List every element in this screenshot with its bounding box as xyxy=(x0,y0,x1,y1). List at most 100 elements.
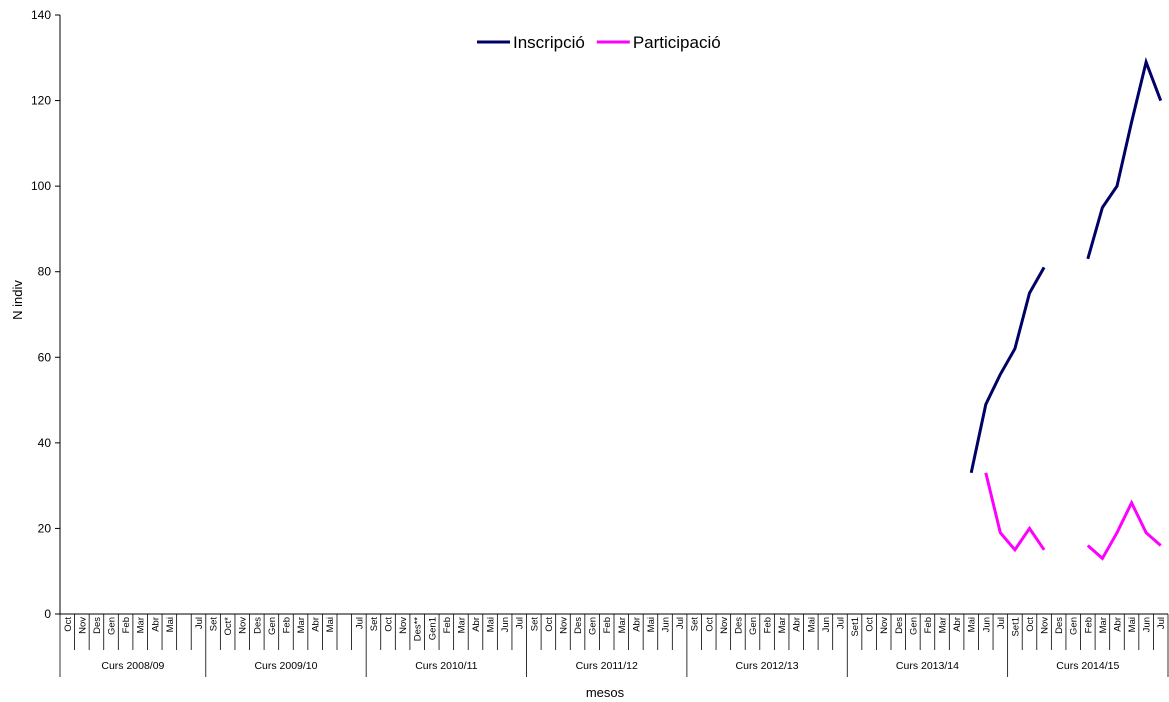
x-tick-label: Oct xyxy=(1025,617,1036,632)
x-tick-label: Feb xyxy=(442,617,453,633)
x-tick-label: Jun xyxy=(981,617,992,632)
x-tick-label: Mar xyxy=(777,617,788,633)
x-tick-label: Jun xyxy=(1142,617,1153,632)
x-tick-label: Nov xyxy=(238,617,249,634)
x-tick-label: Feb xyxy=(923,617,934,633)
x-tick-label: Mar xyxy=(617,617,628,633)
y-tick-label: 40 xyxy=(38,436,52,450)
x-tick-label: Feb xyxy=(602,617,613,633)
x-tick-label: Nov xyxy=(1040,617,1051,634)
x-tick-label: Set xyxy=(690,617,701,632)
group-label: Curs 2008/09 xyxy=(101,660,164,672)
x-axis-label: mesos xyxy=(586,685,625,700)
legend-label: Participació xyxy=(633,33,721,52)
x-tick-label: Mai xyxy=(1127,617,1138,632)
x-tick-label: Mar xyxy=(938,617,949,633)
x-tick-label: Oct xyxy=(384,617,395,632)
x-tick-label: Nov xyxy=(77,617,88,634)
y-axis: 0 20 40 60 80 100 120 140 xyxy=(31,8,61,621)
series-line xyxy=(1086,57,1163,260)
x-tick-label: Nov xyxy=(879,617,890,634)
x-tick-label: Abr xyxy=(792,617,803,632)
x-tick-label: Feb xyxy=(763,617,774,633)
x-tick-label: Mar xyxy=(136,617,147,633)
x-tick-label: Jul xyxy=(996,617,1007,629)
y-axis-label: N indiv xyxy=(10,280,25,320)
x-tick-label: Jul xyxy=(515,617,526,629)
x-tick-label: Set xyxy=(529,617,540,632)
x-tick-label: Abr xyxy=(1112,617,1123,632)
x-tick-label: Abr xyxy=(311,617,322,632)
x-tick-label: Des xyxy=(733,617,744,634)
series-layer xyxy=(969,57,1163,561)
x-tick-label: Jul xyxy=(354,617,365,629)
x-tick-label: Oct xyxy=(63,617,74,632)
x-tick-label: Des xyxy=(894,617,905,634)
x-tick-label: Set1 xyxy=(850,617,861,637)
x-tick-label: Set1 xyxy=(1010,617,1021,637)
x-tick-label: Nov xyxy=(558,617,569,634)
x-tick-label: Feb xyxy=(1083,617,1094,633)
x-tick-label: Gen1 xyxy=(427,617,438,640)
x-tick-label: Abr xyxy=(952,617,963,632)
x-tick-label: Jul xyxy=(1156,617,1167,629)
x-tick-label: Des xyxy=(252,617,263,634)
y-tick-label: 120 xyxy=(31,94,51,108)
x-tick-label: Mai xyxy=(165,617,176,632)
x-tick-label: Mai xyxy=(325,617,336,632)
x-tick-label: Gen xyxy=(267,617,278,635)
series-line xyxy=(969,266,1046,474)
group-label: Curs 2012/13 xyxy=(736,660,799,672)
group-label: Curs 2009/10 xyxy=(254,660,317,672)
x-tick-label: Mai xyxy=(967,617,978,632)
x-tick-label: Jul xyxy=(194,617,205,629)
group-label: Curs 2010/11 xyxy=(415,660,477,672)
x-tick-label: Jul xyxy=(835,617,846,629)
y-tick-label: 20 xyxy=(38,521,52,535)
x-tick-label: Oct xyxy=(865,617,876,632)
x-tick-label: Mai xyxy=(486,617,497,632)
x-tick-label: Jun xyxy=(661,617,672,632)
x-tick-label: Des xyxy=(1054,617,1065,634)
x-tick-label: Feb xyxy=(281,617,292,633)
x-tick-label: Gen xyxy=(908,617,919,635)
y-tick-label: 100 xyxy=(31,179,51,193)
legend: Inscripció Participació xyxy=(477,33,721,52)
x-tick-label: Oct* xyxy=(223,617,234,636)
x-tick-label: Mar xyxy=(1098,617,1109,633)
y-tick-label: 140 xyxy=(31,8,51,22)
group-label: Curs 2011/12 xyxy=(576,660,638,672)
x-tick-label: Set xyxy=(369,617,380,632)
x-tick-label: Mai xyxy=(646,617,657,632)
y-tick-label: 80 xyxy=(38,265,52,279)
x-tick-label: Des** xyxy=(413,617,424,642)
x-tick-label: Nov xyxy=(398,617,409,634)
x-tick-label: Gen xyxy=(588,617,599,635)
x-tick-label: Mar xyxy=(456,617,467,633)
y-tick-label: 60 xyxy=(38,350,52,364)
x-tick-label: Oct xyxy=(544,617,555,632)
x-tick-label: Feb xyxy=(121,617,132,633)
legend-label: Inscripció xyxy=(513,33,585,52)
x-tick-label: Oct xyxy=(704,617,715,632)
x-tick-label: Mar xyxy=(296,617,307,633)
series-line xyxy=(984,472,1046,553)
x-axis: Oct Nov Des Gen Feb Mar Abr Mai Jul Set Oct* Nov Des… xyxy=(59,613,1169,677)
x-tick-label: Nov xyxy=(719,617,730,634)
series-line xyxy=(1086,499,1162,561)
x-tick-label: Set xyxy=(209,617,220,632)
x-tick-label: Gen xyxy=(1069,617,1080,635)
group-label: Curs 2014/15 xyxy=(1056,660,1119,672)
group-label: Curs 2013/14 xyxy=(896,660,959,672)
x-tick-label: Gen xyxy=(107,617,118,635)
x-tick-label: Abr xyxy=(631,617,642,632)
x-tick-label: Des xyxy=(573,617,584,634)
x-tick-label: Jun xyxy=(821,617,832,632)
x-tick-label: Des xyxy=(92,617,103,634)
y-tick-label: 0 xyxy=(44,607,51,621)
x-tick-label: Mai xyxy=(806,617,817,632)
x-tick-label: Jul xyxy=(675,617,686,629)
x-tick-label: Jun xyxy=(500,617,511,632)
x-tick-label: Gen xyxy=(748,617,759,635)
